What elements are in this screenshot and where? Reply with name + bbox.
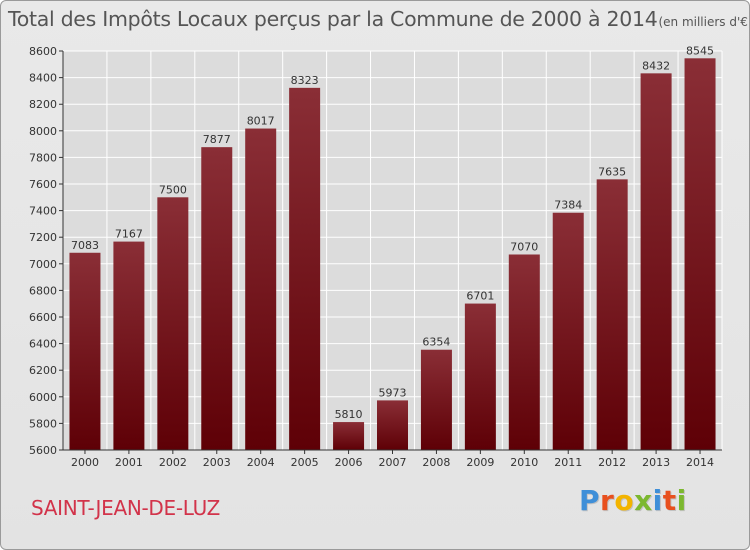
x-tick-label-2009: 2009: [466, 456, 494, 469]
value-label-2001: 7167: [115, 228, 143, 241]
y-tick-label: 5600: [29, 444, 57, 457]
x-tick-label-2001: 2001: [115, 456, 143, 469]
logo-letter: P: [579, 484, 601, 517]
value-label-2000: 7083: [71, 239, 99, 252]
y-tick-label: 6200: [29, 364, 57, 377]
x-tick-label-2006: 2006: [335, 456, 363, 469]
x-tick-label-2012: 2012: [598, 456, 626, 469]
bar-2005: [289, 87, 321, 450]
commune-name: SAINT-JEAN-DE-LUZ: [31, 496, 221, 520]
bar-2010: [508, 254, 540, 450]
value-label-2012: 7635: [598, 165, 626, 178]
bar-2000: [69, 252, 101, 450]
bar-2011: [552, 212, 584, 450]
bar-2001: [113, 241, 145, 450]
logo-letter: i: [676, 484, 687, 517]
bar-2009: [464, 303, 496, 450]
value-label-2007: 5973: [379, 386, 407, 399]
value-label-2009: 6701: [466, 290, 494, 303]
value-label-2002: 7500: [159, 183, 187, 196]
value-label-2010: 7070: [510, 240, 538, 253]
x-tick-label-2011: 2011: [554, 456, 582, 469]
y-tick-label: 7800: [29, 151, 57, 164]
y-tick-label: 6800: [29, 284, 57, 297]
value-label-2013: 8432: [642, 59, 670, 72]
logo-letter: o: [614, 484, 635, 517]
x-tick-label-2002: 2002: [159, 456, 187, 469]
bar-2008: [420, 349, 452, 450]
y-tick-label: 6000: [29, 391, 57, 404]
x-tick-label-2000: 2000: [71, 456, 99, 469]
x-tick-label-2008: 2008: [422, 456, 450, 469]
proxiti-logo: Proxiti: [579, 484, 687, 517]
value-label-2004: 8017: [247, 115, 275, 128]
bar-layer: 7083 7167 7500 7877 8017 8323 5810 5973 6354 6701…: [69, 44, 716, 451]
x-tick-label-2007: 2007: [379, 456, 407, 469]
x-tick-label-2014: 2014: [686, 456, 714, 469]
y-tick-label: 5800: [29, 417, 57, 430]
bar-2004: [245, 128, 277, 450]
bar-2003: [201, 147, 233, 450]
y-tick-label: 6600: [29, 311, 57, 324]
value-label-2005: 8323: [291, 74, 319, 87]
x-tick-label-2003: 2003: [203, 456, 231, 469]
y-tick-label: 8200: [29, 98, 57, 111]
y-tick-label: 8000: [29, 125, 57, 138]
y-tick-label: 8600: [29, 45, 57, 58]
chart-title: Total des Impôts Locaux perçus par la Co…: [8, 7, 658, 31]
x-tick-label-2010: 2010: [510, 456, 538, 469]
logo-letter: i: [652, 484, 663, 517]
title-block: Total des Impôts Locaux perçus par la Co…: [8, 7, 750, 31]
logo-letter: r: [600, 484, 615, 517]
value-label-2014: 8545: [686, 44, 714, 57]
x-tick-label-2005: 2005: [291, 456, 319, 469]
value-label-2006: 5810: [335, 408, 363, 421]
y-tick-label: 8400: [29, 72, 57, 85]
logo-letter: t: [662, 484, 677, 517]
axis-layer: 5600 5800 6000 6200 6400 6600 6800 7000 7200 7400…: [29, 45, 722, 469]
value-label-2011: 7384: [554, 199, 582, 212]
y-tick-label: 7000: [29, 258, 57, 271]
value-label-2008: 6354: [422, 336, 450, 349]
y-tick-label: 7200: [29, 231, 57, 244]
value-label-2003: 7877: [203, 133, 231, 146]
logo-letter: x: [634, 484, 653, 517]
bar-2007: [377, 400, 408, 450]
y-tick-label: 6400: [29, 338, 57, 351]
y-tick-label: 7600: [29, 178, 57, 191]
bar-2006: [333, 422, 365, 450]
bar-2014: [684, 58, 716, 450]
y-tick-label: 7400: [29, 205, 57, 218]
bar-2012: [596, 179, 628, 450]
bar-2013: [640, 73, 672, 451]
chart-unit-label: (en milliers d'€): [658, 15, 750, 29]
x-tick-label-2013: 2013: [642, 456, 670, 469]
x-tick-label-2004: 2004: [247, 456, 275, 469]
bar-2002: [157, 197, 189, 450]
